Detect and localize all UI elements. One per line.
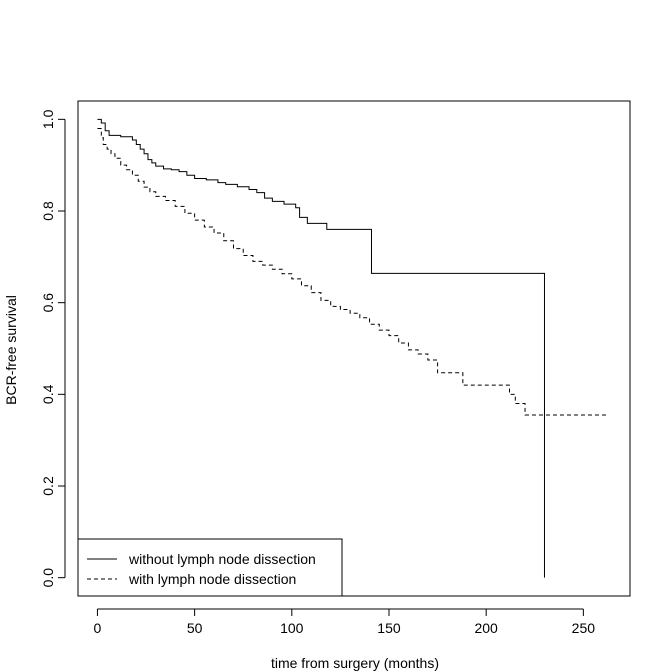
series-line-without-dissection (97, 118, 545, 578)
legend-label: without lymph node dissection (128, 551, 316, 567)
plot-area (77, 100, 631, 597)
series-line-with-dissection (97, 128, 607, 416)
plot-frame (77, 100, 631, 597)
y-tick-label: 0.0 (40, 568, 56, 588)
x-tick-label: 50 (187, 620, 203, 636)
legend-label: with lymph node dissection (128, 571, 296, 587)
legend: without lymph node dissection with lymph … (77, 538, 343, 597)
x-tick-label: 200 (474, 620, 498, 636)
x-tick-label: 100 (280, 620, 304, 636)
y-axis-label: BCR-free survival (3, 295, 19, 405)
x-axis: 0 50 100 150 200 250 (94, 608, 596, 636)
series-layer (97, 118, 607, 578)
x-tick-label: 250 (572, 620, 596, 636)
y-tick-label: 0.4 (40, 384, 56, 404)
legend-box (77, 538, 343, 597)
y-tick-label: 0.2 (40, 476, 56, 496)
y-tick-label: 0.8 (40, 201, 56, 221)
x-tick-label: 0 (94, 620, 102, 636)
y-tick-label: 1.0 (40, 109, 56, 129)
y-tick-label: 0.6 (40, 293, 56, 313)
x-tick-label: 150 (377, 620, 401, 636)
x-axis-label: time from surgery (months) (271, 655, 439, 671)
y-axis: 0.0 0.2 0.4 0.6 0.8 1.0 (40, 109, 66, 588)
